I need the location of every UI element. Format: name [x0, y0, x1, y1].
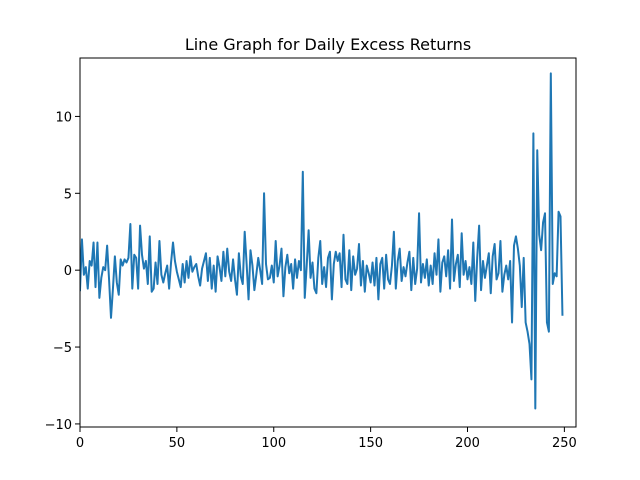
x-tick-label: 50 — [169, 436, 186, 451]
x-tick-label: 250 — [552, 436, 577, 451]
x-tick-label: 200 — [455, 436, 480, 451]
series-line-0 — [80, 72, 564, 410]
chart-title: Line Graph for Daily Excess Returns — [185, 35, 471, 54]
plot-frame — [79, 57, 577, 428]
y-tick-label: −10 — [45, 418, 72, 433]
axes-layer: 0 50 100 150 200 250 −10 −5 0 5 10 — [45, 57, 577, 451]
y-tick-label: −5 — [53, 341, 72, 356]
y-tick-label: 10 — [55, 110, 72, 125]
x-tick-label: 0 — [76, 436, 84, 451]
y-tick-label: 0 — [64, 264, 72, 279]
x-tick-label: 150 — [358, 436, 383, 451]
series-layer — [80, 72, 564, 410]
y-tick-label: 5 — [64, 187, 72, 202]
x-tick-label: 100 — [261, 436, 286, 451]
